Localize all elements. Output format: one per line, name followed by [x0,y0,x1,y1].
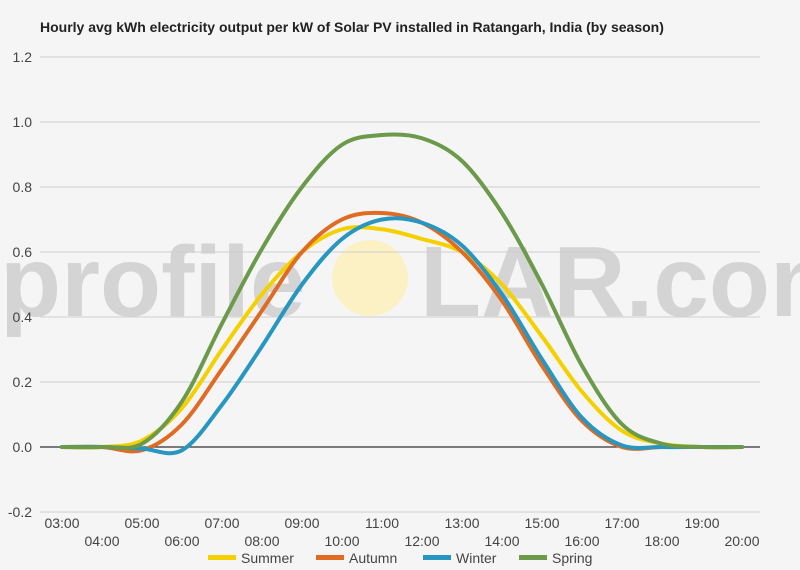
watermark: profile LAR.com [0,226,800,338]
y-tick-label: 1.0 [13,114,33,130]
chart-title: Hourly avg kWh electricity output per kW… [40,19,664,35]
legend-label-summer: Summer [241,550,294,566]
series-line-winter [60,216,744,456]
legend-label-winter: Winter [456,550,497,566]
x-axis-ticks: 03:00 04:00 05:00 06:00 07:00 08:00 09:00 10:00… [44,515,759,549]
legend-swatch-autumn [316,555,344,560]
x-tick-label: 13:00 [444,515,479,531]
x-tick-label: 12:00 [404,533,439,549]
legend-swatch-spring [519,555,547,560]
x-tick-label: 15:00 [524,515,559,531]
y-tick-label: 0.2 [13,374,33,390]
y-tick-label: 0.8 [13,179,33,195]
y-tick-label: -0.2 [8,504,32,520]
x-tick-label: 06:00 [164,533,199,549]
y-axis-ticks: -0.2 0.0 0.2 0.4 0.6 0.8 1.0 1.2 [8,49,32,520]
series-lines [60,132,744,456]
x-tick-label: 20:00 [724,533,759,549]
legend-label-spring: Spring [552,550,592,566]
watermark-suffix: LAR.com [420,226,800,338]
gridlines [40,56,760,513]
series-line-summer [60,225,744,450]
y-tick-label: 0.6 [13,244,33,260]
x-tick-label: 19:00 [684,515,719,531]
x-tick-label: 11:00 [365,515,399,531]
y-tick-label: 0.4 [13,309,33,325]
y-tick-label: 0.0 [13,439,33,455]
x-tick-label: 05:00 [124,515,159,531]
x-tick-label: 07:00 [204,515,239,531]
watermark-prefix: profile [0,226,306,338]
x-tick-label: 09:00 [284,515,319,531]
x-tick-label: 14:00 [484,533,519,549]
y-tick-label: 1.2 [13,49,33,65]
x-tick-label: 04:00 [84,533,119,549]
legend-label-autumn: Autumn [349,550,397,566]
watermark-sun [332,240,408,316]
x-tick-label: 10:00 [324,533,359,549]
x-tick-label: 16:00 [564,533,599,549]
x-tick-label: 03:00 [44,515,79,531]
legend-swatch-summer [208,555,236,560]
legend-swatch-winter [423,555,451,560]
x-tick-label: 17:00 [604,515,639,531]
x-tick-label: 08:00 [244,533,279,549]
series-line-spring [60,132,744,451]
x-tick-label: 18:00 [644,533,679,549]
legend: Summer Autumn Winter Spring [208,550,592,566]
